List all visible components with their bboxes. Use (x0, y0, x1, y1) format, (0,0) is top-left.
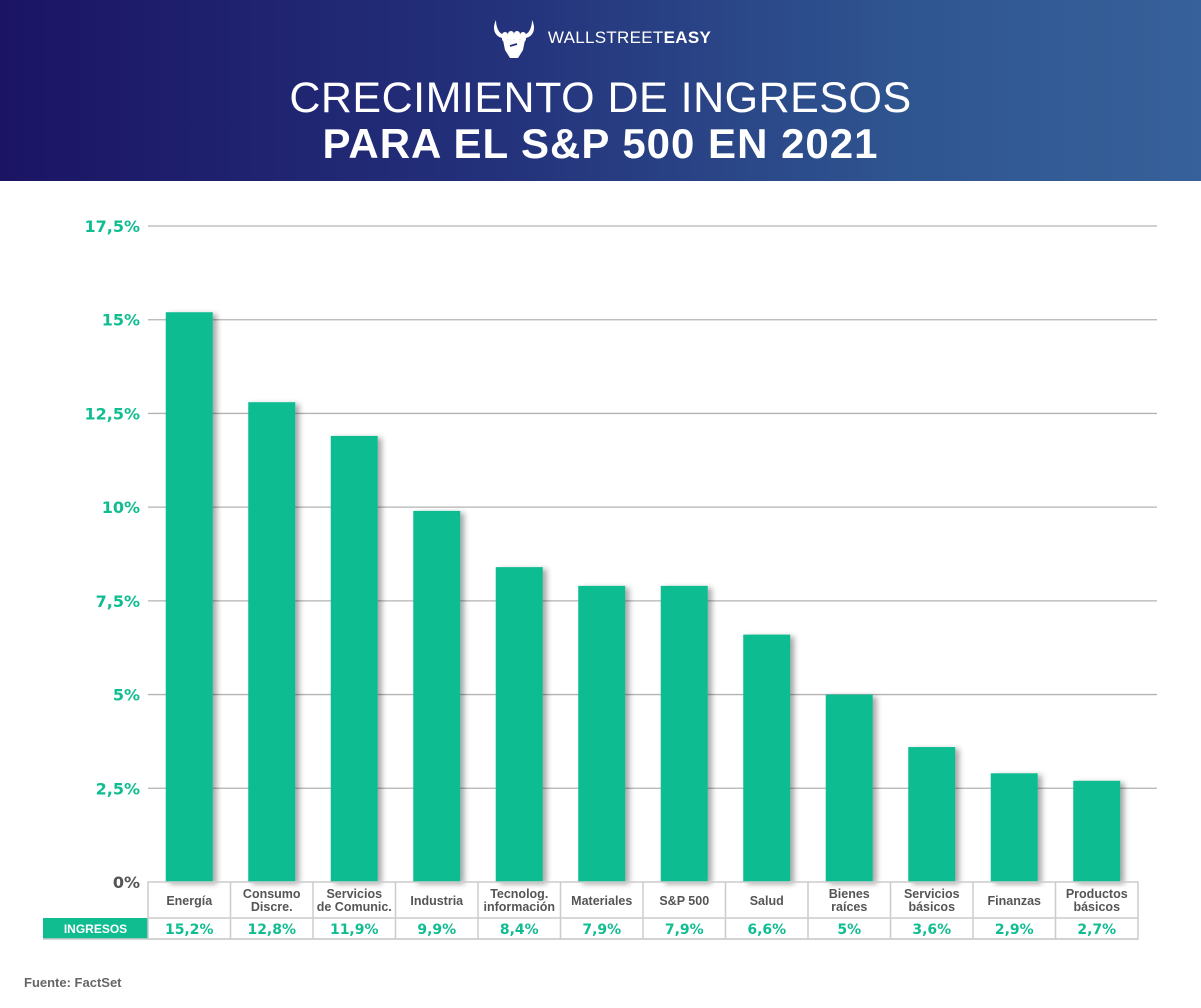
table-row-header-bg (43, 918, 148, 939)
value-label: 7,9% (665, 922, 704, 938)
y-tick-label: 10% (102, 498, 140, 517)
value-label: 7,9% (582, 922, 621, 938)
x-category-label-line: Bienes (829, 887, 870, 901)
y-tick-label: 0% (113, 873, 140, 892)
gridlines (148, 225, 1157, 789)
value-label: 6,6% (747, 922, 786, 938)
value-label: 8,4% (500, 922, 539, 938)
value-label: 12,8% (247, 922, 296, 938)
header-banner: WALLSTREETEASY CRECIMIENTO DE INGRESOS P… (0, 0, 1201, 181)
y-tick-label: 5% (113, 686, 140, 705)
value-label: 5% (837, 922, 861, 938)
y-tick-label: 2,5% (96, 779, 140, 798)
fist-horns-icon (493, 20, 534, 58)
x-category-label: Productos básicos (1066, 887, 1128, 914)
data-table: INGRESOS Energía 15,2% Consumo Discre. 12,8% S… (43, 881, 1139, 940)
y-tick-label: 17,5% (84, 217, 140, 236)
value-label: 11,9% (330, 922, 379, 938)
bar (330, 435, 378, 882)
x-category-label: Consumo Discre. (243, 887, 301, 914)
x-category-label: Materiales (571, 894, 632, 908)
brand-name-bold: EASY (663, 28, 712, 47)
brand-name-light: WALLSTREET (547, 28, 664, 47)
x-category-label-line: información (483, 900, 555, 914)
bar (413, 510, 461, 882)
x-category-label: Bienes raíces (829, 887, 870, 914)
x-category-label-line: Servicios (904, 887, 960, 901)
title-line-2: PARA EL S&P 500 EN 2021 (322, 120, 879, 167)
y-tick-label: 7,5% (96, 592, 140, 611)
title-line-1: CRECIMIENTO DE INGRESOS (289, 74, 912, 122)
bar (990, 773, 1038, 882)
table-row-header: INGRESOS (64, 922, 127, 936)
value-label: 15,2% (165, 922, 214, 938)
x-category-label: Finanzas (988, 894, 1042, 908)
x-category-label-line: básicos (908, 900, 955, 914)
x-category-label: Industria (410, 894, 464, 908)
y-tick-label: 15% (102, 311, 140, 330)
bar-chart: 0% 2,5% 5% 7,5% 10% 12,5% 15% 17,5% INGRESOS Ene… (43, 217, 1157, 940)
bar (660, 585, 708, 882)
x-category-label: Salud (750, 894, 784, 908)
bars (165, 312, 1121, 882)
y-axis: 0% 2,5% 5% 7,5% 10% 12,5% 15% 17,5% (84, 217, 140, 892)
y-tick-label: 12,5% (84, 404, 140, 423)
x-category-label: S&P 500 (659, 894, 709, 908)
brand-name: WALLSTREETEASY (548, 28, 711, 48)
x-category-label-line: raíces (831, 900, 867, 914)
value-label: 2,9% (995, 922, 1034, 938)
value-label: 3,6% (912, 922, 951, 938)
x-category-label: Tecnolog. información (483, 887, 555, 914)
bar (165, 312, 213, 882)
bar (578, 585, 626, 882)
x-category-label-line: Servicios (326, 887, 382, 901)
source-note: Fuente: FactSet (24, 975, 122, 990)
x-category-label-line: Discre. (251, 900, 293, 914)
x-category-label-line: básicos (1073, 900, 1120, 914)
x-category-label-line: Tecnolog. (490, 887, 548, 901)
value-label: 9,9% (417, 922, 456, 938)
x-category-label-line: Productos (1066, 887, 1128, 901)
brand: WALLSTREETEASY (0, 14, 1201, 62)
bar (1073, 780, 1121, 882)
bar (743, 634, 791, 882)
bar (908, 747, 956, 882)
bar (825, 694, 873, 882)
x-category-label: Servicios básicos (904, 887, 960, 914)
x-category-label-line: Consumo (243, 887, 301, 901)
x-category-label-line: de Comunic. (317, 900, 392, 914)
x-category-label: Energía (166, 894, 213, 908)
value-label: 2,7% (1077, 922, 1116, 938)
bar (248, 402, 296, 882)
x-category-label: Servicios de Comunic. (317, 887, 392, 914)
bar (495, 567, 543, 882)
